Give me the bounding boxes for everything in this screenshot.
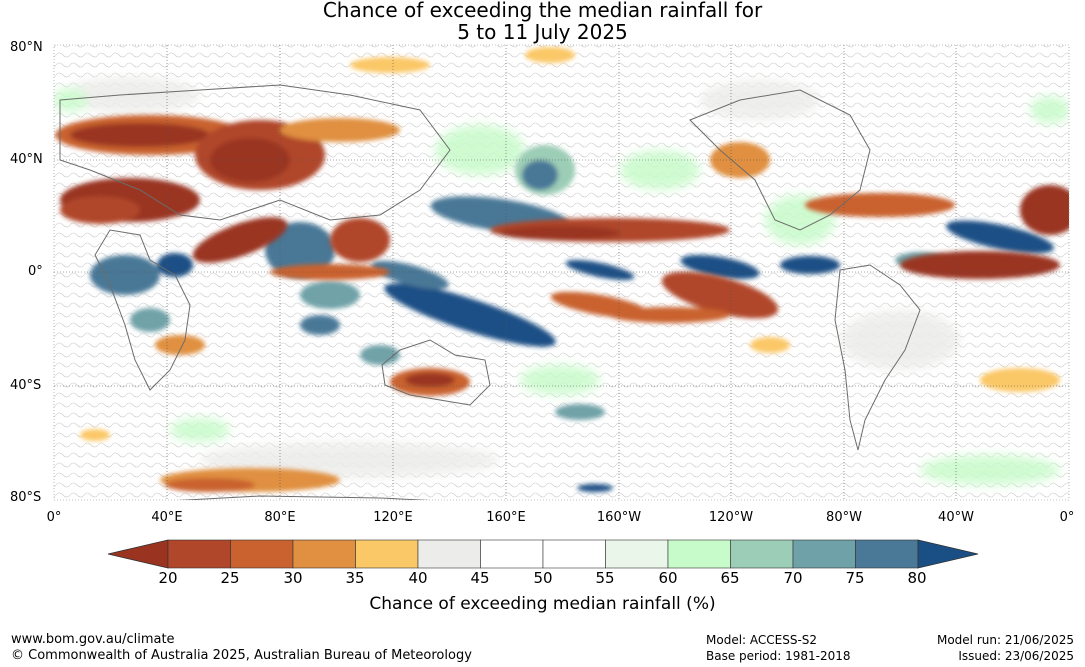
lon-label-160e: 160°E	[486, 510, 526, 525]
colorbar-swatch	[292, 539, 356, 569]
issued-date: Issued: 23/06/2025	[958, 649, 1074, 663]
map-title-line2: 5 to 11 July 2025	[457, 20, 628, 44]
colorbar-swatch	[355, 539, 419, 569]
map-title-line1: Chance of exceeding the median rainfall …	[322, 0, 763, 22]
colorbar-swatch	[730, 539, 794, 569]
lon-label-80e: 80°E	[264, 510, 296, 525]
lon-label-0: 0°	[46, 510, 62, 525]
colorbar-swatch	[417, 539, 481, 569]
wet-anomalies	[90, 145, 1054, 492]
lon-label-120e: 120°E	[373, 510, 413, 525]
colorbar-swatch	[167, 539, 231, 569]
colorbar-tick: 80	[907, 569, 927, 587]
lat-label-equator: 0°	[28, 264, 43, 279]
lat-label-80s: 80°S	[10, 490, 42, 505]
lon-label-40w: 40°W	[938, 510, 974, 525]
colorbar-extend-low	[107, 539, 169, 569]
model-run-date: Model run: 21/06/2025	[936, 633, 1074, 647]
colorbar-tick: 70	[783, 569, 803, 587]
dry-anomalies	[55, 47, 1069, 492]
colorbar-swatch	[230, 539, 294, 569]
colorbar	[107, 539, 979, 569]
colorbar-swatch	[605, 539, 669, 569]
lon-label-40e: 40°E	[151, 510, 183, 525]
colorbar-tick: 45	[470, 569, 490, 587]
lon-label-120w: 120°W	[708, 510, 754, 525]
rainfall-map	[53, 44, 1070, 501]
lon-label-0-right: 0°	[1059, 510, 1075, 525]
base-period: Base period: 1981-2018	[706, 649, 851, 663]
colorbar-extend-high	[917, 539, 979, 569]
model-name: Model: ACCESS-S2	[706, 633, 818, 647]
colorbar-swatch	[792, 539, 856, 569]
colorbar-swatch	[855, 539, 919, 569]
colorbar-tick: 20	[158, 569, 178, 587]
colorbar-swatch	[480, 539, 544, 569]
colorbar-tick: 65	[720, 569, 740, 587]
colorbar-tick: 50	[533, 569, 553, 587]
lon-label-80w: 80°W	[826, 510, 862, 525]
website-link[interactable]: www.bom.gov.au/climate	[11, 632, 175, 647]
colorbar-tick: 35	[345, 569, 365, 587]
colorbar-tick: 30	[283, 569, 303, 587]
copyright-text: © Commonwealth of Australia 2025, Austra…	[11, 648, 472, 663]
lon-label-160w: 160°W	[596, 510, 642, 525]
colorbar-label: Chance of exceeding median rainfall (%)	[369, 594, 716, 614]
colorbar-swatch	[667, 539, 731, 569]
lat-label-40n: 40°N	[10, 152, 43, 167]
colorbar-tick: 75	[845, 569, 865, 587]
colorbar-tick: 40	[408, 569, 428, 587]
colorbar-tick: 55	[595, 569, 615, 587]
colorbar-tick: 60	[658, 569, 678, 587]
colorbar-swatch	[542, 539, 606, 569]
graticule	[54, 45, 1069, 500]
lat-label-80n: 80°N	[10, 40, 43, 55]
lat-label-40s: 40°S	[10, 378, 42, 393]
coastlines	[59, 84, 921, 500]
map-frame	[53, 44, 1070, 501]
colorbar-tick: 25	[220, 569, 240, 587]
